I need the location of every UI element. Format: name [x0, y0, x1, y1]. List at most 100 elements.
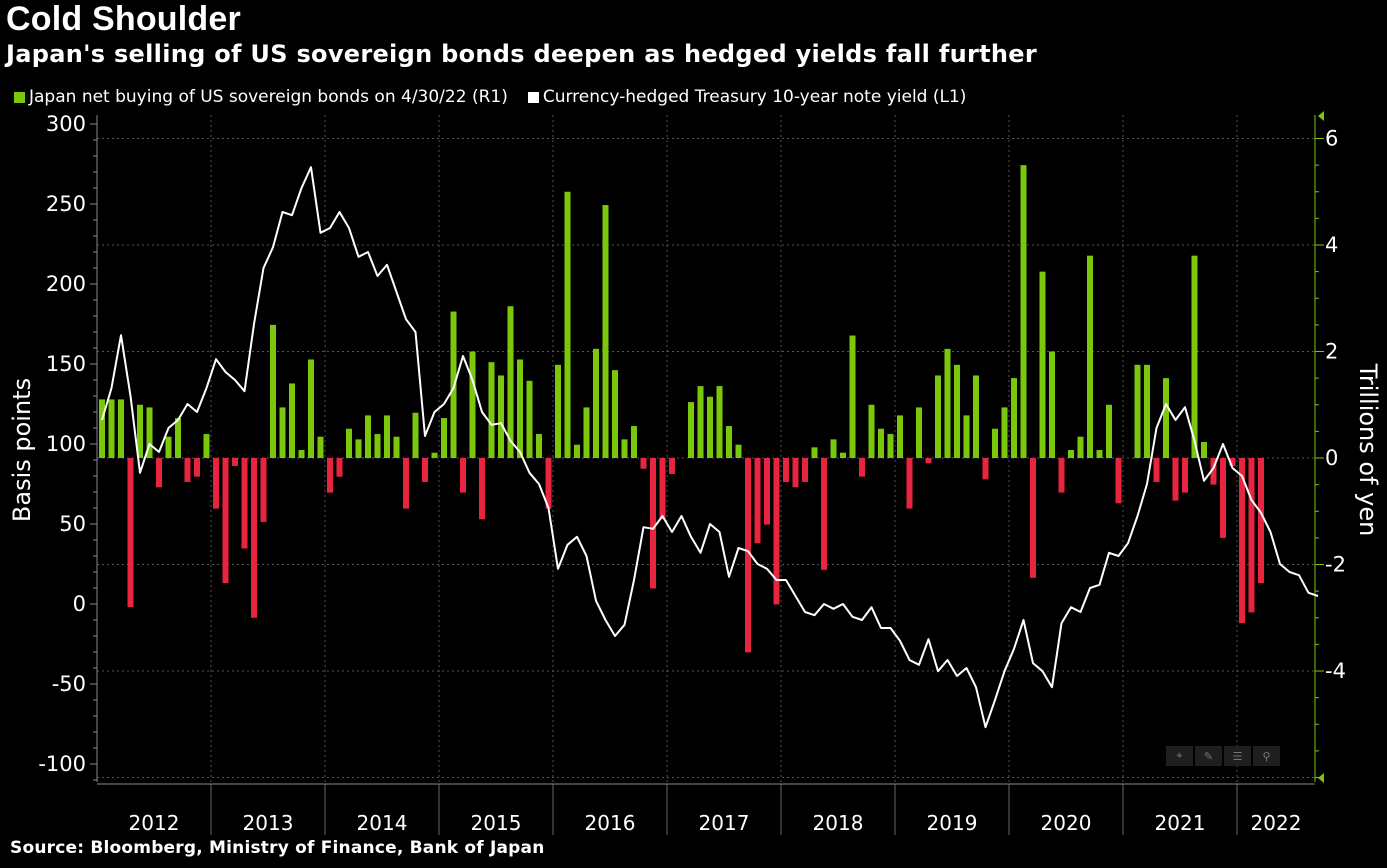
bar [992, 428, 998, 458]
bar [1030, 458, 1036, 578]
bar [1201, 442, 1207, 458]
bar [479, 458, 485, 520]
bar [697, 386, 704, 458]
bar [137, 404, 143, 458]
bar [555, 364, 561, 458]
bar [593, 348, 599, 458]
legend-item-net-buying: Japan net buying of US sovereign bonds o… [14, 87, 508, 107]
bar [1220, 458, 1226, 538]
bar [783, 458, 789, 482]
bar [583, 407, 590, 458]
bar [1011, 378, 1017, 458]
bar [935, 375, 941, 458]
bar [422, 458, 428, 482]
x-axis-year-label: 2012 [129, 811, 180, 835]
bar [460, 458, 466, 493]
y-axis-left-tick-label: 50 [59, 512, 86, 536]
bar [279, 407, 286, 458]
y-axis-left-tick-label: 300 [46, 112, 86, 136]
bar [298, 450, 305, 458]
x-axis-year-label: 2013 [243, 811, 294, 835]
x-axis-year-label: 2022 [1251, 811, 1302, 835]
bar [640, 458, 647, 469]
bar [963, 415, 970, 458]
bar [507, 306, 514, 458]
bar [108, 399, 115, 458]
x-axis-year-label: 2020 [1041, 811, 1092, 835]
bar [754, 458, 761, 544]
bar [431, 452, 438, 458]
bar [327, 458, 333, 493]
y-axis-right-arrow-top [1318, 111, 1324, 121]
zoom-icon[interactable]: ⚲ [1253, 746, 1280, 766]
legend-item-hedged-yield: Currency-hedged Treasury 10-year note yi… [527, 87, 967, 107]
bar [859, 458, 865, 477]
y-axis-right-tick-label: 6 [1325, 127, 1338, 151]
bar [156, 458, 162, 488]
x-axis-year-label: 2016 [585, 811, 636, 835]
bar [355, 439, 362, 458]
bar [165, 436, 172, 458]
bar [792, 458, 799, 488]
bar [821, 458, 827, 570]
bar [982, 458, 989, 480]
y-axis-right-tick-label: -2 [1325, 553, 1346, 577]
bar [1134, 364, 1141, 458]
bar [545, 458, 552, 509]
bar [669, 458, 675, 474]
y-axis-label-right: Trillions of yen [1354, 363, 1382, 537]
bar [336, 458, 343, 477]
bar [631, 426, 637, 458]
crosshair-icon[interactable]: ⌖ [1166, 746, 1193, 766]
bar [897, 415, 903, 458]
chart-subtitle: Japan's selling of US sovereign bonds de… [6, 40, 1037, 68]
bar [412, 412, 419, 458]
bar [906, 458, 913, 509]
bar [612, 370, 618, 458]
bar [317, 436, 324, 458]
bar [194, 458, 200, 477]
y-axis-label-left: Basis points [8, 378, 36, 522]
bar [916, 407, 922, 458]
bar [802, 458, 808, 482]
bar [954, 364, 960, 458]
bar [1144, 364, 1150, 458]
bar [393, 436, 400, 458]
x-axis-year-label: 2015 [471, 811, 522, 835]
bar [973, 375, 979, 458]
y-axis-left-tick-label: -50 [52, 672, 86, 696]
bar [184, 458, 191, 482]
bar [1049, 351, 1055, 458]
bar [1153, 458, 1160, 482]
bar [127, 458, 134, 608]
chart-toolbar: ⌖ ✎ ☰ ⚲ [1166, 746, 1280, 766]
bar [365, 415, 371, 458]
y-axis-left-tick-label: 100 [46, 432, 86, 456]
bar [1191, 255, 1198, 458]
bar [1163, 378, 1169, 458]
bar [374, 434, 381, 458]
legend-label-hedged-yield: Currency-hedged Treasury 10-year note yi… [542, 87, 967, 107]
bar [944, 348, 951, 458]
draw-icon[interactable]: ✎ [1195, 746, 1222, 766]
bar [118, 399, 124, 458]
bar [707, 396, 713, 458]
y-axis-right-arrow-bottom [1318, 773, 1324, 783]
x-axis-year-label: 2014 [357, 811, 408, 835]
bar [517, 359, 523, 458]
bar [564, 191, 571, 458]
bar [726, 426, 732, 458]
bar [650, 458, 656, 589]
bar [346, 428, 352, 458]
bar [146, 407, 153, 458]
bar-series [99, 165, 1264, 653]
bar [602, 205, 609, 458]
bar [308, 359, 314, 458]
bar [1258, 458, 1264, 584]
bar [469, 351, 476, 458]
bar [659, 458, 666, 520]
yield-line [101, 166, 1319, 729]
table-icon[interactable]: ☰ [1224, 746, 1251, 766]
bar [735, 444, 742, 458]
